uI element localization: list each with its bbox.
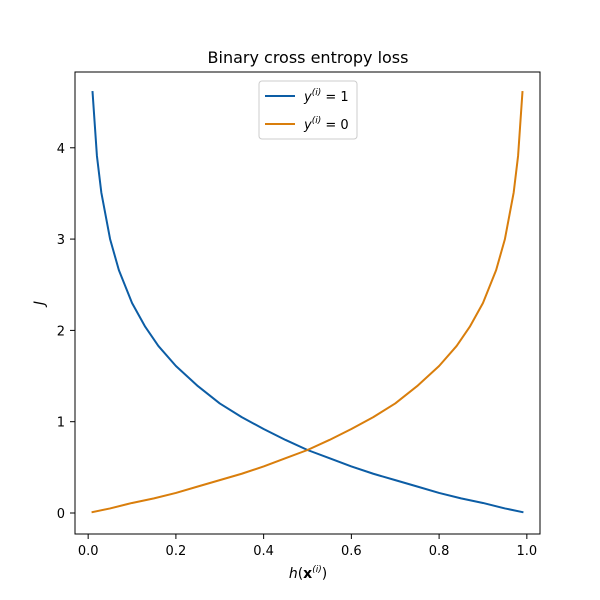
series-line-0 [91,91,524,514]
legend-label-y1-sup: (i) [312,88,322,98]
legend-label-y0-value: = 0 [321,118,348,133]
series-lines [91,91,524,514]
x-tick-label-3: 0.6 [341,544,362,559]
legend-label-y0-y: y [303,118,312,133]
x-axis-label-open: ( [298,566,303,582]
y-tick-label-1: 1 [57,416,65,431]
y-tick-label-2: 2 [57,324,65,339]
legend-label-y1-value: = 1 [321,90,348,105]
legend-label-y1-y: y [303,90,312,105]
legend-label-y0-sup: (i) [312,116,322,126]
x-axis-label-x: x [303,566,312,582]
chart-title: Binary cross entropy loss [208,48,409,67]
x-tick-label-4: 0.8 [429,544,450,559]
axis-ticks: 0.0 0.2 0.4 0.6 0.8 1.0 0 1 2 3 4 [57,142,537,559]
y-axis-label: J [32,301,48,308]
y-tick-label-3: 3 [57,233,65,248]
x-tick-label-2: 0.4 [253,544,274,559]
legend-label-y0: y(i) = 0 [303,116,349,133]
y-tick-label-0: 0 [57,507,65,522]
x-tick-label-0: 0.0 [78,544,99,559]
legend: y(i) = 1 y(i) = 0 [258,80,358,140]
x-tick-label-1: 0.2 [166,544,187,559]
plot-frame [74,71,541,535]
x-axis-label-close: ) [322,566,327,582]
y-tick-label-4: 4 [57,142,65,157]
x-tick-label-5: 1.0 [516,544,537,559]
legend-label-y1: y(i) = 1 [303,88,349,105]
series-line-1 [91,91,524,514]
x-axis-label-sup: (i) [312,565,322,575]
x-axis-label: h(x(i)) [289,565,327,582]
x-axis-label-h: h [289,566,298,582]
